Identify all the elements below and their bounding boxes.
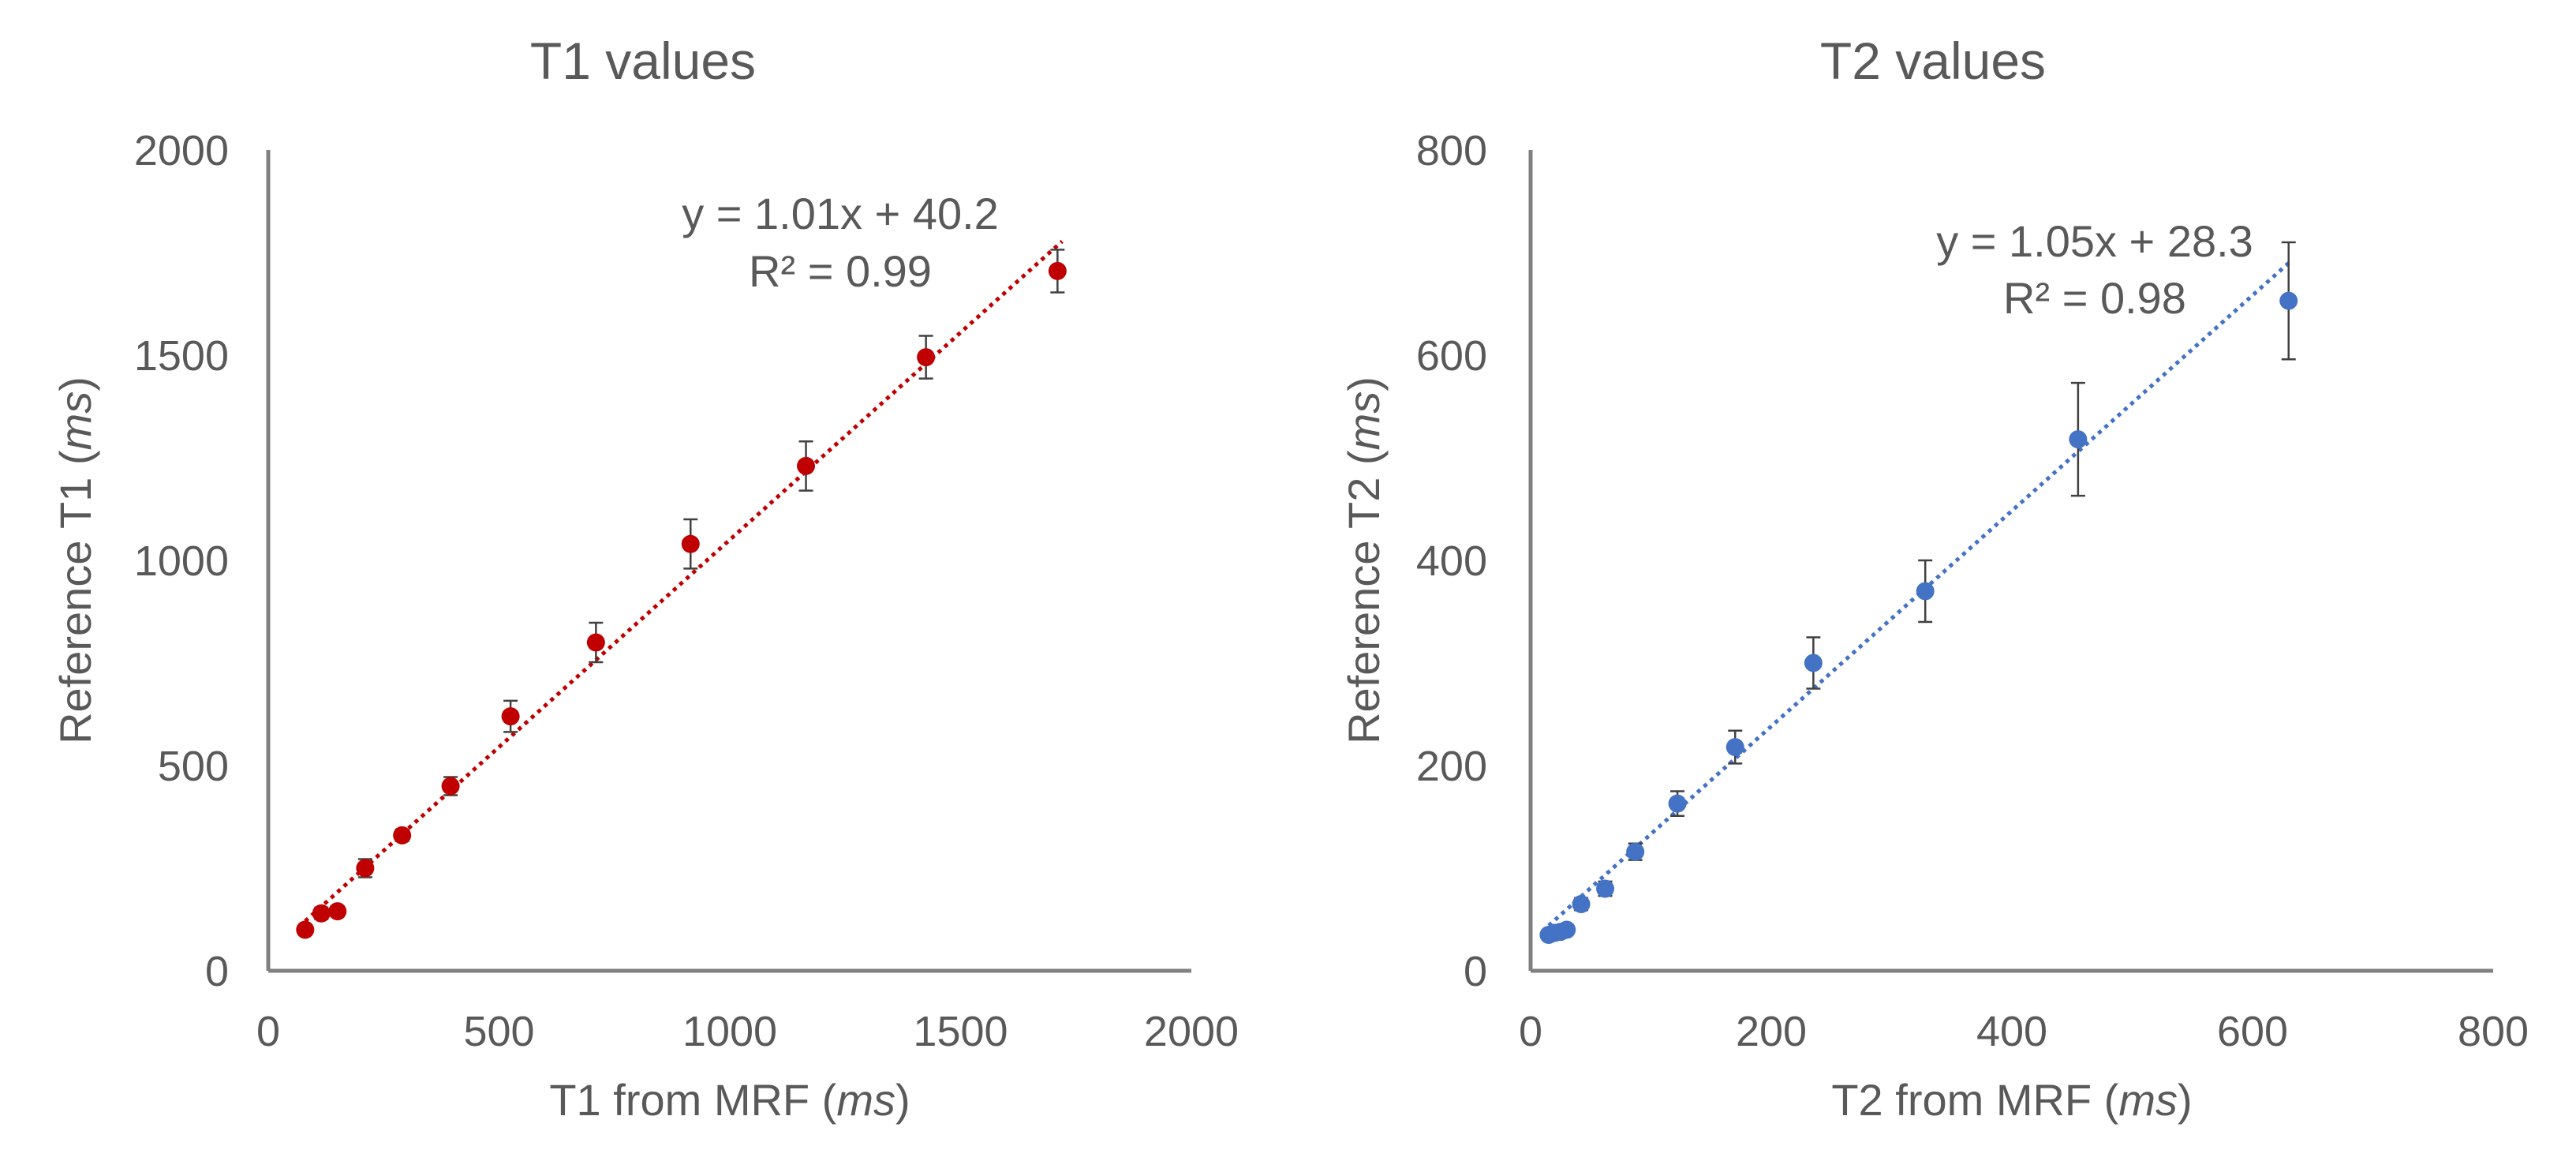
t2-y-ticks: 0 200 400 600 800: [1416, 127, 1487, 995]
t2-data-point: [1668, 794, 1687, 813]
t2-data-point: [1596, 879, 1615, 898]
t1-chart-title: T1 values: [530, 32, 756, 90]
t1-data-point: [312, 904, 331, 923]
t1-x-tick-label: 0: [256, 1008, 280, 1055]
t2-data-point: [1572, 895, 1591, 913]
t2-data-point: [2279, 291, 2298, 310]
t2-chart: T2 values 0 200 400 600 800 0 200 400 60…: [1339, 32, 2529, 1125]
t2-data-points: [1539, 241, 2298, 944]
t2-data-point: [1725, 738, 1744, 757]
t2-x-tick-label: 200: [1736, 1008, 1807, 1055]
t1-y-tick-label: 1000: [134, 537, 229, 585]
t1-x-tick-label: 500: [463, 1008, 534, 1055]
t1-trendline-r2: R² = 0.99: [749, 246, 932, 296]
t2-data-point: [1804, 654, 1823, 672]
t1-y-tick-label: 500: [158, 743, 229, 790]
t2-y-tick-label: 200: [1416, 743, 1487, 790]
t1-data-points: [296, 249, 1067, 939]
t1-x-axis-label: T1 from MRF (ms): [549, 1075, 910, 1125]
t1-y-tick-label: 0: [205, 948, 229, 995]
t1-data-point: [328, 902, 347, 921]
t1-data-point: [1048, 261, 1067, 280]
t2-y-tick-label: 400: [1416, 537, 1487, 585]
t1-y-tick-label: 1500: [134, 332, 229, 380]
t2-data-point: [1557, 920, 1576, 939]
t1-trendline-equation: y = 1.01x + 40.2: [682, 189, 999, 238]
t2-x-axis-label: T2 from MRF (ms): [1831, 1075, 2192, 1125]
t1-x-tick-label: 1500: [913, 1008, 1008, 1055]
t2-x-tick-label: 0: [1519, 1008, 1542, 1055]
t1-data-point: [501, 707, 520, 726]
t1-chart: T1 values 0 500 1000 1500 2000 0 500 100…: [50, 32, 1239, 1125]
t1-x-tick-label: 2000: [1144, 1008, 1239, 1055]
t1-x-ticks: 0 500 1000 1500 2000: [256, 1008, 1239, 1055]
t2-x-tick-label: 600: [2217, 1008, 2288, 1055]
t2-y-tick-label: 600: [1416, 332, 1487, 380]
t2-x-tick-label: 800: [2458, 1008, 2529, 1055]
t2-chart-title: T2 values: [1820, 32, 2046, 90]
t2-y-tick-label: 0: [1464, 948, 1487, 995]
t2-x-ticks: 0 200 400 600 800: [1519, 1008, 2529, 1055]
t1-y-ticks: 0 500 1000 1500 2000: [134, 127, 229, 995]
t1-data-point: [296, 920, 315, 939]
t1-data-point: [681, 534, 700, 553]
t2-trendline-r2: R² = 0.98: [2003, 273, 2186, 323]
t2-x-tick-label: 400: [1976, 1008, 2047, 1055]
t2-trendline-equation: y = 1.05x + 28.3: [1936, 216, 2253, 266]
t1-x-tick-label: 1000: [682, 1008, 777, 1055]
t1-trendline: [304, 239, 1064, 923]
t1-data-point: [393, 826, 412, 845]
t1-data-point: [586, 633, 605, 652]
t1-data-point: [917, 348, 936, 367]
t1-data-point: [356, 859, 375, 878]
t2-data-point: [2069, 430, 2088, 449]
t1-y-axis-label: Reference T1 (ms): [50, 376, 100, 744]
t1-data-point: [797, 456, 816, 475]
t1-data-point: [441, 777, 460, 796]
t1-y-tick-label: 2000: [134, 127, 229, 174]
t2-data-point: [1916, 582, 1935, 601]
t2-y-tick-label: 800: [1416, 127, 1487, 174]
t2-y-axis-label: Reference T2 (ms): [1339, 376, 1389, 744]
t2-data-point: [1626, 842, 1645, 861]
